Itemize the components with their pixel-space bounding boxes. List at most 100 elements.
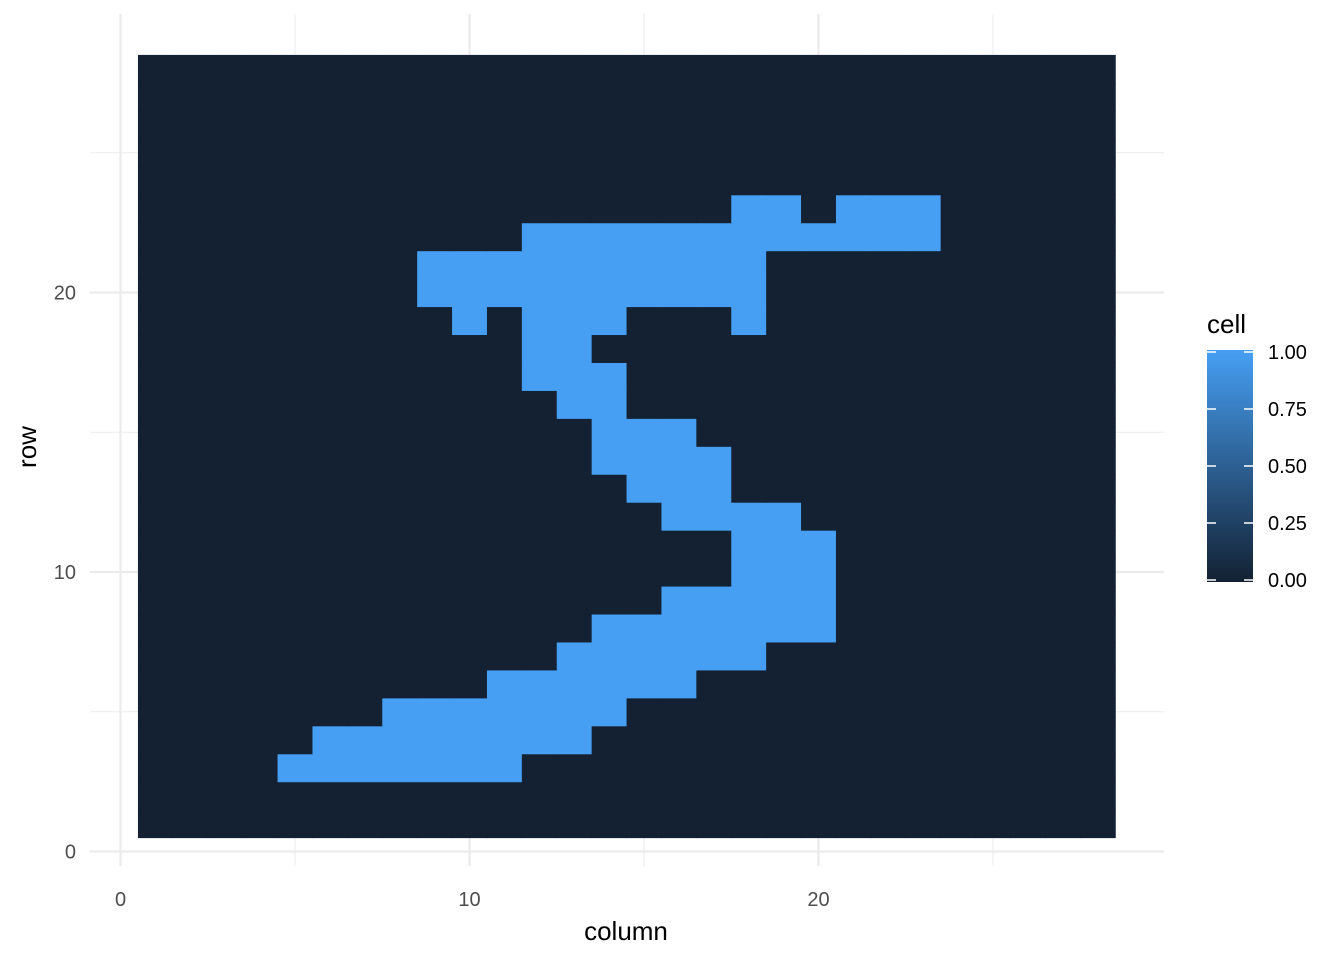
heatmap-cell (207, 809, 244, 839)
heatmap-cell (870, 138, 907, 168)
heatmap-cell (975, 250, 1012, 280)
heatmap-cell (417, 502, 453, 531)
heatmap-cell (1010, 250, 1046, 280)
heatmap-cell (870, 558, 907, 587)
heatmap-cell (731, 362, 767, 391)
heatmap-cell (452, 558, 488, 587)
heatmap-cell (172, 530, 209, 559)
heatmap-cell (172, 502, 209, 531)
heatmap-cell-high (486, 250, 523, 280)
heatmap-cell (137, 362, 174, 391)
heatmap-cell (731, 446, 767, 475)
heatmap-cell (696, 781, 732, 811)
heatmap-cell (277, 558, 314, 587)
heatmap-cell (661, 725, 697, 755)
heatmap-cell-high (452, 306, 488, 336)
heatmap-cell (661, 753, 697, 783)
heatmap-cell (905, 110, 942, 140)
heatmap-cell (417, 530, 453, 559)
x-tick-label: 10 (458, 889, 480, 911)
heatmap-cell (417, 110, 453, 140)
heatmap-cell (801, 446, 837, 475)
heatmap-cell (870, 418, 907, 447)
heatmap-cell (696, 110, 732, 140)
heatmap-cell-high (801, 222, 837, 252)
heatmap-cell (242, 222, 279, 252)
heatmap-cell (382, 278, 418, 308)
y-tick-label: 10 (54, 562, 76, 584)
x-tick-label: 20 (807, 889, 829, 911)
heatmap-cell (382, 613, 418, 643)
heatmap-cell-high (905, 222, 942, 252)
heatmap-cell (975, 641, 1012, 671)
heatmap-cell-high (696, 613, 732, 643)
heatmap-cell (1080, 362, 1116, 391)
color-legend: cell 0.00 0.25 0.50 0.75 1.00 (1207, 309, 1307, 592)
heatmap-cell-high (521, 669, 558, 699)
heatmap-cell (207, 585, 244, 615)
heatmap-cell (172, 781, 209, 811)
heatmap-cell (1010, 166, 1046, 196)
legend-tick-label: 1.00 (1268, 342, 1307, 364)
heatmap-cell (486, 110, 523, 140)
heatmap-cell (242, 753, 279, 783)
heatmap-cell (835, 306, 872, 336)
heatmap-cell-high (626, 278, 663, 308)
heatmap-cell (870, 613, 907, 643)
heatmap-cell (382, 641, 418, 671)
heatmap-cell (940, 753, 977, 783)
heatmap-cell (870, 809, 907, 839)
heatmap-cell (1010, 725, 1046, 755)
heatmap-cell-high (661, 585, 697, 615)
heatmap-cell-high (521, 250, 558, 280)
heatmap-cell (312, 446, 348, 475)
heatmap-cell (801, 334, 837, 363)
heatmap-cell (242, 278, 279, 308)
heatmap-cell-high (731, 502, 767, 531)
heatmap-cell (207, 753, 244, 783)
heatmap-cell (870, 669, 907, 699)
heatmap-cell (801, 390, 837, 419)
heatmap-cell-high (521, 306, 558, 336)
heatmap-cell (277, 613, 314, 643)
heatmap-cell (207, 222, 244, 252)
heatmap-cell (1010, 474, 1046, 503)
heatmap-cell (556, 446, 593, 475)
heatmap-cell (1080, 138, 1116, 168)
heatmap-cell (661, 697, 697, 727)
heatmap-cell (382, 585, 418, 615)
heatmap-cell (801, 641, 837, 671)
heatmap-cell (1080, 54, 1116, 84)
heatmap-cell (277, 418, 314, 447)
heatmap-cell (591, 166, 628, 196)
heatmap-cell (731, 474, 767, 503)
heatmap-cell-high (661, 669, 697, 699)
legend-tick-label: 0.75 (1268, 399, 1307, 421)
heatmap-cell (1010, 502, 1046, 531)
heatmap-cell (626, 362, 663, 391)
heatmap-cell (312, 474, 348, 503)
heatmap-cell-high (626, 641, 663, 671)
heatmap-cell (766, 362, 802, 391)
heatmap-cell (1045, 809, 1081, 839)
heatmap-cell (347, 390, 383, 419)
heatmap-cell-high (347, 725, 383, 755)
heatmap-cell-high (591, 613, 628, 643)
heatmap-cell (801, 502, 837, 531)
heatmap-cell (801, 250, 837, 280)
heatmap-cell-high (626, 474, 663, 503)
heatmap-cell (696, 334, 732, 363)
heatmap-cell (312, 585, 348, 615)
heatmap-cell (347, 474, 383, 503)
heatmap-cell (870, 250, 907, 280)
heatmap-cell (940, 222, 977, 252)
heatmap-cell (940, 697, 977, 727)
heatmap-cell (347, 334, 383, 363)
heatmap-cell (940, 278, 977, 308)
heatmap-cell (731, 418, 767, 447)
heatmap-cell (417, 390, 453, 419)
heatmap-cell (207, 390, 244, 419)
heatmap-cell (1010, 110, 1046, 140)
heatmap-cell (277, 446, 314, 475)
heatmap-cell (766, 278, 802, 308)
